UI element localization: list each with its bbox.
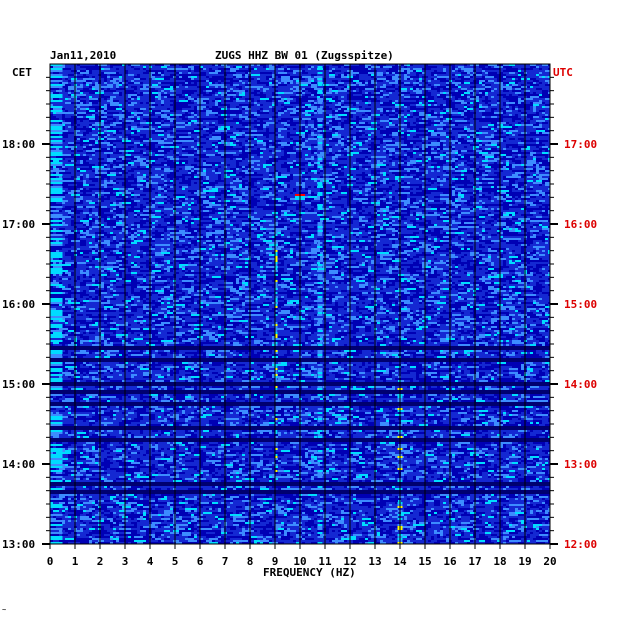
x-tick-label: 6 (197, 555, 204, 568)
y-tick-label-utc: 14:00 (564, 378, 597, 391)
y-tick-label-utc: 12:00 (564, 538, 597, 551)
x-tick-label: 17 (468, 555, 481, 568)
date-label: Jan11,2010 (50, 49, 116, 62)
x-tick-label: 10 (293, 555, 306, 568)
x-tick-label: 8 (247, 555, 254, 568)
feature-2 (275, 470, 278, 472)
x-tick-label: 3 (122, 555, 129, 568)
x-axis-label: FREQUENCY (HZ) (263, 566, 356, 579)
y-tick-label-utc: 17:00 (564, 138, 597, 151)
feature-0 (50, 542, 63, 544)
x-tick-label: 19 (518, 555, 531, 568)
x-tick-label: 13 (368, 555, 381, 568)
x-tick-labels: 0 1 2 3 4 5 6 7 8 9 10 11 12 13 14 15 16 17 18 19 20 (47, 544, 557, 568)
x-tick-label: 14 (393, 555, 407, 568)
x-tick-label: 18 (493, 555, 506, 568)
cet-axis-label: CET (12, 66, 32, 79)
utc-axis-label: UTC (553, 66, 573, 79)
x-tick-label: 4 (147, 555, 154, 568)
spectral-features (50, 64, 403, 544)
chart-title: ZUGS HHZ BW 01 (Zugsspitze) (215, 49, 394, 62)
plot-area (49, 63, 551, 545)
y-tick-label-utc: 15:00 (564, 298, 597, 311)
x-tick-label: 2 (97, 555, 104, 568)
x-tick-label: 11 (318, 555, 332, 568)
y-tick-label-utc: 16:00 (564, 218, 597, 231)
x-tick-label: 9 (272, 555, 279, 568)
feature-1 (317, 542, 323, 544)
x-tick-label: 0 (47, 555, 54, 568)
corner-mark: ~ (2, 606, 7, 614)
x-tick-label: 12 (343, 555, 356, 568)
x-tick-label: 5 (172, 555, 179, 568)
y-tick-label-cet: 13:00 (2, 538, 35, 551)
y-tick-label-cet: 16:00 (2, 298, 35, 311)
y-tick-label-cet: 18:00 (2, 138, 35, 151)
x-tick-label: 15 (418, 555, 431, 568)
y-tick-label-cet: 14:00 (2, 458, 35, 471)
grid-lines (74, 64, 526, 544)
y-tick-label-cet: 15:00 (2, 378, 35, 391)
x-tick-label: 20 (543, 555, 556, 568)
x-tick-label: 16 (443, 555, 457, 568)
y-tick-label-utc: 13:00 (564, 458, 597, 471)
y-tick-labels: 18:00 17:00 17:00 16:00 16:00 15:00 15:00 14:00… (2, 76, 597, 551)
x-tick-label: 7 (222, 555, 229, 568)
y-tick-label-cet: 17:00 (2, 218, 35, 231)
x-tick-label: 1 (72, 555, 79, 568)
